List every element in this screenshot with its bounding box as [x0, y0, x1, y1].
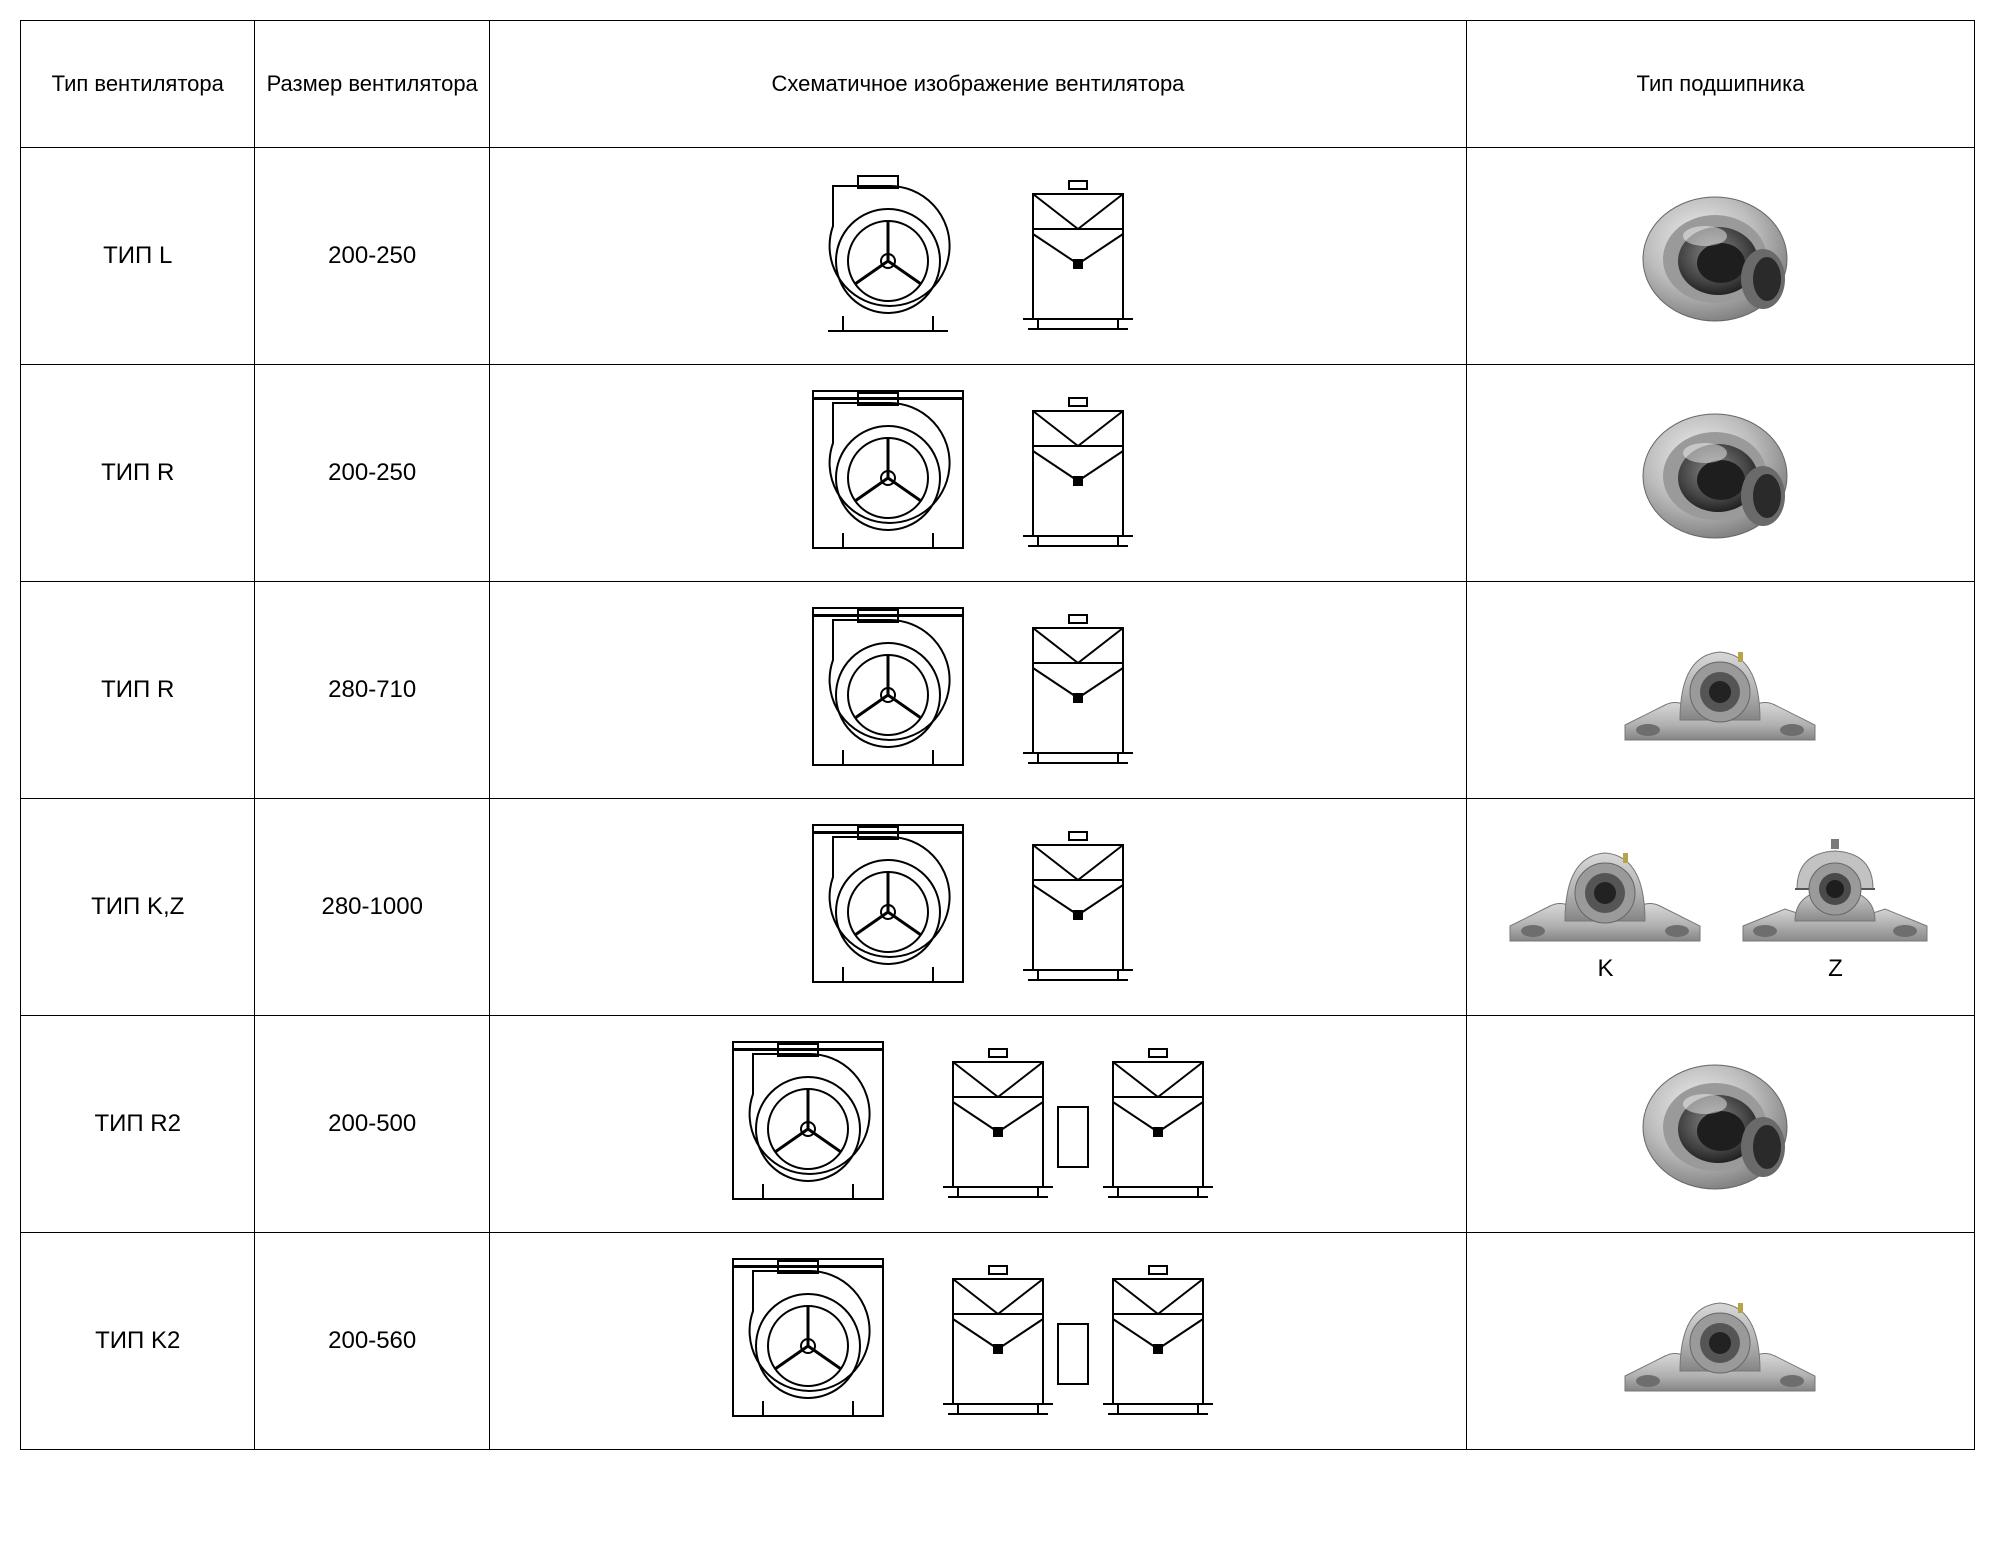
- cell-bearing: [1466, 365, 1974, 582]
- size-text: 200-250: [328, 459, 416, 486]
- cell-size: 200-560: [255, 1233, 489, 1450]
- cell-type: ТИП K,Z: [21, 799, 255, 1016]
- cell-type: ТИП R2: [21, 1016, 255, 1233]
- cell-schematic: [489, 799, 1466, 1016]
- header-type: Тип вентилятора: [21, 21, 255, 148]
- fan-front-icon: [723, 1251, 893, 1431]
- table-row: ТИП K2 200-560: [21, 1233, 1975, 1450]
- size-text: 280-1000: [321, 893, 422, 920]
- fan-front-icon: [803, 383, 973, 563]
- header-bearing: Тип подшипника: [1466, 21, 1974, 148]
- table-row: ТИП L 200-250: [21, 148, 1975, 365]
- bearing-insert-icon: [1635, 181, 1805, 331]
- bearing-pillow-icon: [1620, 1281, 1820, 1401]
- type-text: ТИП L: [103, 242, 172, 269]
- cell-schematic: [489, 582, 1466, 799]
- type-text: ТИП R2: [94, 1110, 181, 1137]
- fan-side-icon: [1013, 386, 1153, 561]
- fan-side-icon: [1013, 603, 1153, 778]
- table-row: ТИП R 200-250: [21, 365, 1975, 582]
- type-text: ТИП K,Z: [91, 893, 184, 920]
- bearing-insert-icon: [1635, 398, 1805, 548]
- cell-bearing: [1466, 148, 1974, 365]
- cell-size: 280-710: [255, 582, 489, 799]
- cell-schematic: [489, 1016, 1466, 1233]
- bearing-split-pillow-icon: [1735, 831, 1935, 951]
- cell-size: 200-250: [255, 148, 489, 365]
- fan-side-icon: [933, 1254, 1233, 1429]
- table-row: ТИП K,Z 280-1000: [21, 799, 1975, 1016]
- cell-schematic: [489, 1233, 1466, 1450]
- table-row: ТИП R 280-710: [21, 582, 1975, 799]
- cell-bearing: [1466, 1233, 1974, 1450]
- cell-bearing: K Z: [1466, 799, 1974, 1016]
- bearing-label-z: Z: [1828, 955, 1843, 983]
- bearing-label-k: K: [1597, 955, 1613, 983]
- bearing-pillow-icon: [1505, 831, 1705, 951]
- size-text: 200-560: [328, 1327, 416, 1354]
- size-text: 200-500: [328, 1110, 416, 1137]
- cell-size: 200-250: [255, 365, 489, 582]
- fan-spec-table: Тип вентилятора Размер вентилятора Схема…: [20, 20, 1975, 1450]
- fan-front-icon: [803, 600, 973, 780]
- size-text: 200-250: [328, 242, 416, 269]
- cell-type: ТИП L: [21, 148, 255, 365]
- type-text: ТИП R: [101, 676, 174, 703]
- cell-type: ТИП R: [21, 582, 255, 799]
- fan-side-icon: [1013, 820, 1153, 995]
- type-text: ТИП R: [101, 459, 174, 486]
- fan-front-icon: [803, 166, 973, 346]
- cell-bearing: [1466, 582, 1974, 799]
- header-size: Размер вентилятора: [255, 21, 489, 148]
- bearing-pillow-icon: [1620, 630, 1820, 750]
- type-text: ТИП K2: [95, 1327, 180, 1354]
- cell-type: ТИП R: [21, 365, 255, 582]
- fan-side-icon: [933, 1037, 1233, 1212]
- size-text: 280-710: [328, 676, 416, 703]
- header-schematic: Схематичное изображение вентилятора: [489, 21, 1466, 148]
- cell-schematic: [489, 148, 1466, 365]
- cell-size: 280-1000: [255, 799, 489, 1016]
- bearing-insert-icon: [1635, 1049, 1805, 1199]
- fan-side-icon: [1013, 169, 1153, 344]
- cell-bearing: [1466, 1016, 1974, 1233]
- fan-front-icon: [723, 1034, 893, 1214]
- fan-front-icon: [803, 817, 973, 997]
- header-row: Тип вентилятора Размер вентилятора Схема…: [21, 21, 1975, 148]
- cell-type: ТИП K2: [21, 1233, 255, 1450]
- cell-schematic: [489, 365, 1466, 582]
- table-row: ТИП R2 200-500: [21, 1016, 1975, 1233]
- cell-size: 200-500: [255, 1016, 489, 1233]
